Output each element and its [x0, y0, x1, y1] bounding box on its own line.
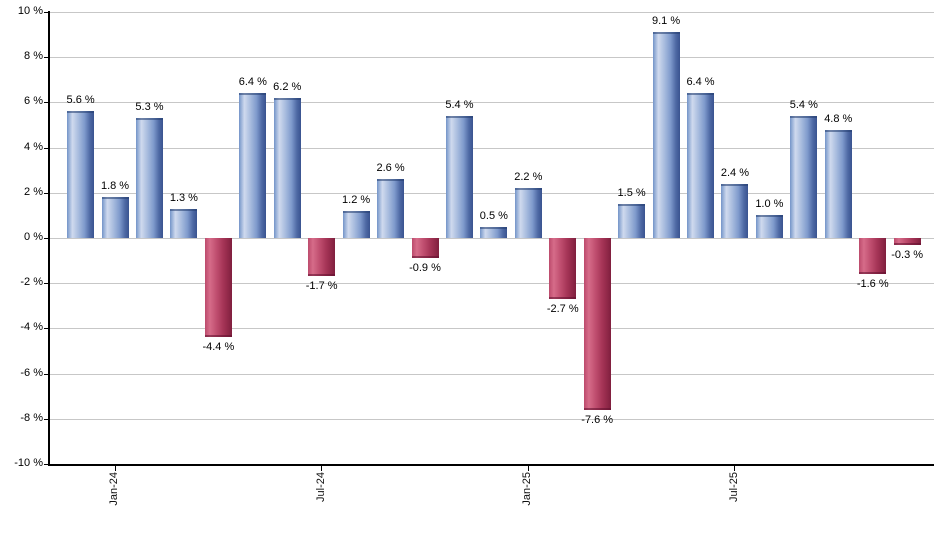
bar-value-label: -1.6 % [856, 278, 889, 291]
gridline--6pct [48, 373, 934, 375]
bar-value-label: 0.5 % [479, 209, 508, 222]
y-axis-tick [43, 373, 49, 375]
bar-value-label: 2.4 % [720, 166, 750, 179]
bar-value-label: 1.8 % [100, 180, 130, 193]
bar-may-24 [239, 93, 267, 238]
y-axis-label--10pct: -10 % [14, 457, 43, 469]
bar-value-label: 4.8 % [824, 112, 853, 125]
gridline-10pct [48, 12, 934, 13]
y-axis-label--6pct: -6 % [20, 366, 43, 379]
y-axis-label-6pct: 6 % [24, 95, 43, 108]
bar-value-label: 6.4 % [238, 76, 267, 89]
gridline--2pct [48, 283, 934, 285]
y-axis-line [47, 11, 50, 466]
bar-value-label: 1.2 % [342, 193, 371, 206]
bar-value-label: -1.7 % [305, 280, 338, 293]
gridline-8pct [48, 57, 934, 59]
y-axis-label--8pct: -8 % [20, 411, 43, 424]
x-axis-label-jan-25: Jan-25 [521, 472, 534, 506]
bar-jun-25 [687, 93, 715, 238]
gridline--8pct [48, 418, 934, 420]
bar-nov-25 [859, 238, 887, 275]
bar-jan-24 [101, 197, 129, 238]
bar-value-label: 2.6 % [376, 162, 405, 175]
bar-value-label: 5.6 % [66, 94, 95, 107]
x-axis-label-jul-24: Jul-24 [314, 472, 327, 502]
bar-mar-24 [170, 208, 198, 238]
bar-feb-25 [549, 238, 577, 300]
bar-jul-25 [721, 183, 749, 238]
bar-feb-24 [135, 118, 163, 238]
bar-value-label: 1.0 % [755, 198, 784, 211]
bar-value-label: -7.6 % [581, 413, 614, 426]
y-axis-tick [43, 418, 49, 420]
bar-value-label: 5.4 % [445, 98, 474, 111]
y-axis-tick [43, 12, 49, 13]
bar-oct-24 [411, 238, 439, 259]
bar-value-label: 5.4 % [789, 98, 818, 111]
bar-value-label: 6.4 % [686, 76, 715, 89]
bar-apr-24 [204, 238, 232, 338]
bar-aug-24 [342, 210, 370, 238]
y-axis-label-0pct: 0 % [24, 231, 43, 243]
gridline-2pct [48, 192, 934, 194]
y-axis-tick [43, 464, 49, 465]
bar-apr-25 [618, 204, 646, 238]
gridline-0pct [48, 238, 934, 239]
x-axis-label-jul-25: Jul-25 [727, 472, 740, 502]
bar-value-label: 6.2 % [273, 80, 302, 93]
y-axis-label--4pct: -4 % [20, 321, 43, 334]
bar-dec-23 [67, 111, 95, 238]
bar-dec-24 [480, 226, 508, 238]
x-axis-tick-jul-25 [734, 463, 736, 471]
bar-sep-24 [377, 179, 405, 238]
bar-jun-24 [273, 97, 301, 238]
y-axis-tick [43, 283, 49, 285]
bar-jul-24 [308, 238, 336, 277]
y-axis-label--2pct: -2 % [20, 276, 43, 289]
bar-may-25 [652, 32, 680, 238]
bar-value-label: -4.4 % [202, 341, 235, 354]
bar-value-label: 1.3 % [169, 191, 198, 204]
x-axis-tick-jan-25 [527, 463, 529, 471]
x-axis-tick-jan-24 [114, 463, 116, 471]
y-axis-tick [43, 238, 49, 239]
bar-mar-25 [583, 238, 611, 410]
y-axis-tick [43, 147, 49, 149]
bar-sep-25 [790, 115, 818, 238]
bar-aug-25 [755, 215, 783, 238]
bar-value-label: 2.2 % [514, 171, 543, 184]
bar-value-label: -0.3 % [891, 248, 924, 261]
gridline-6pct [48, 102, 934, 104]
x-axis-label-jan-24: Jan-24 [108, 472, 121, 506]
bar-dec-25 [893, 238, 921, 245]
y-axis-label-4pct: 4 % [24, 140, 43, 153]
y-axis-label-10pct: 10 % [17, 5, 43, 17]
bar-value-label: -0.9 % [409, 262, 441, 275]
y-axis-label-2pct: 2 % [24, 185, 43, 198]
gridline--4pct [48, 328, 934, 330]
bar-oct-25 [824, 129, 852, 238]
bar-jan-25 [514, 188, 542, 238]
y-axis-tick [43, 192, 49, 194]
y-axis-tick [43, 57, 49, 59]
bar-value-label: 1.5 % [617, 187, 646, 200]
x-axis-tick-jul-24 [321, 463, 323, 471]
bar-value-label: 9.1 % [652, 15, 681, 28]
bar-value-label: -2.7 % [546, 303, 579, 316]
y-axis-tick [43, 328, 49, 330]
y-axis-label-8pct: 8 % [24, 50, 43, 63]
y-axis-tick [43, 102, 49, 104]
bar-nov-24 [445, 115, 473, 238]
x-axis-line [47, 463, 934, 466]
gridline-4pct [48, 147, 934, 149]
bar-value-label: 5.3 % [135, 101, 164, 114]
